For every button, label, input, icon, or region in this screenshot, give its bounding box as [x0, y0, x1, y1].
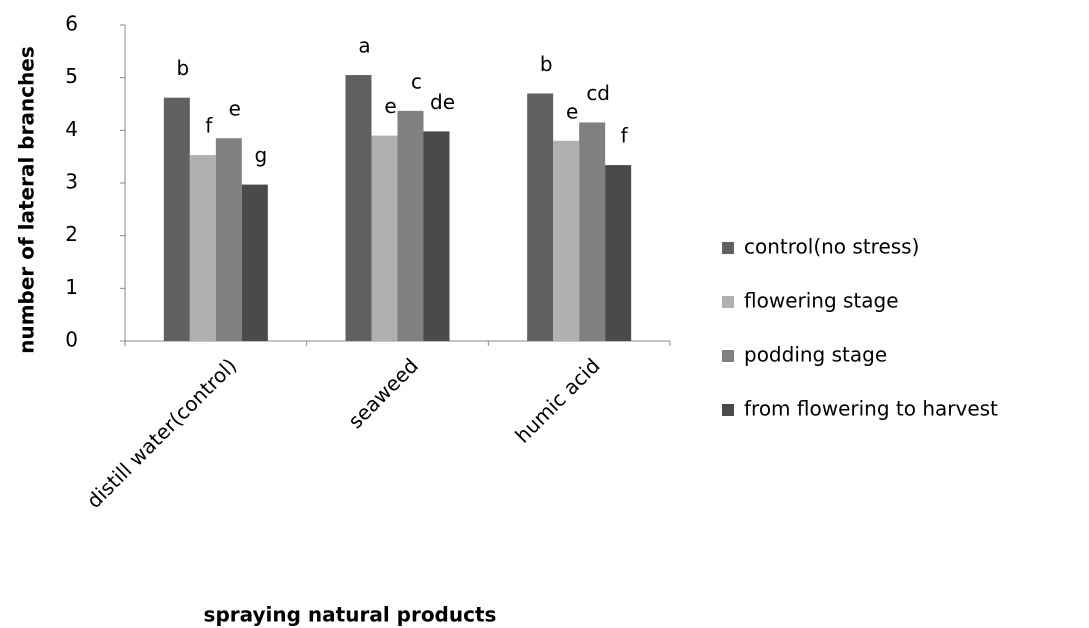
bar-letter: de [430, 90, 455, 114]
bar [527, 93, 554, 341]
bar [579, 122, 606, 341]
x-tick-label: humic acid [510, 353, 604, 447]
y-tick-label: 5 [65, 64, 78, 88]
legend-label: flowering stage [744, 289, 899, 313]
bar [371, 135, 398, 341]
legend-label: from flowering to harvest [744, 397, 998, 421]
y-tick-label: 2 [65, 222, 78, 246]
bar-letter: a [358, 34, 370, 58]
legend-swatch [722, 242, 734, 254]
bar-letter: cd [586, 81, 610, 105]
bar-letter: e [384, 94, 396, 118]
bar-letter: f [621, 124, 629, 148]
legend-label: control(no stress) [744, 235, 919, 259]
legend-label: podding stage [744, 343, 887, 367]
bar-letter: c [411, 69, 422, 93]
x-axis-title: spraying natural products [204, 603, 497, 627]
bar [163, 97, 190, 342]
bar [553, 140, 580, 341]
legend-swatch [722, 296, 734, 308]
bar-letter: e [229, 97, 241, 121]
bar-letter: b [176, 56, 189, 80]
y-tick-label: 6 [65, 12, 78, 36]
bar-letter: b [540, 52, 553, 76]
bar-letter: g [254, 143, 267, 167]
legend-swatch [722, 404, 734, 416]
bar [605, 165, 632, 341]
y-tick-label: 3 [65, 170, 78, 194]
bar [241, 184, 268, 341]
bar [397, 110, 424, 341]
legend-swatch [722, 350, 734, 362]
bar [189, 155, 216, 341]
bar-letter: e [566, 99, 578, 123]
bar [423, 131, 450, 341]
bar [345, 75, 372, 342]
y-tick-label: 0 [65, 328, 78, 352]
x-tick-label: distill water(control) [82, 353, 241, 512]
y-axis-title: number of lateral branches [15, 46, 39, 354]
y-tick-label: 1 [65, 275, 78, 299]
bar [215, 138, 242, 341]
y-tick-label: 4 [65, 117, 78, 141]
bar-letter: f [205, 114, 213, 138]
x-tick-label: seaweed [343, 353, 423, 433]
